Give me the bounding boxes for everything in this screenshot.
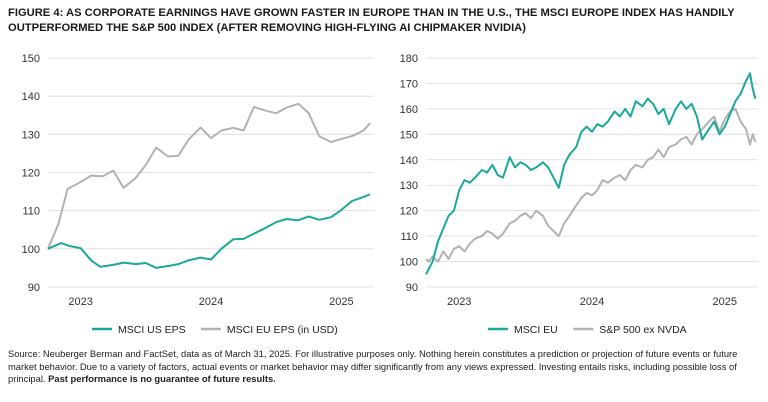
eps-chart: 90 100 110 120 130 140 150 2023 2024 2025 MSCI US … [22,53,374,336]
x-tick-label: 2024 [199,296,223,308]
x-tick-label: 2025 [329,296,353,308]
y-tick-label: 150 [400,129,418,141]
index-performance-chart: 90 100 110 120 130 140 150 160 170 180 2023 2024 202… [400,53,758,336]
y-tick-label: 100 [22,244,40,256]
x-tick-label: 2023 [68,296,92,308]
legend-label-msci-us-eps: MSCI US EPS [118,324,186,336]
y-tick-label: 130 [400,180,418,192]
y-tick-label: 90 [406,282,418,294]
source-disclaimer-bold: Past performance is no guarantee of futu… [48,373,276,384]
legend-label-s-p-500-ex-nvda: S&P 500 ex NVDA [599,324,686,336]
y-tick-label: 170 [400,78,418,90]
y-tick-label: 160 [400,104,418,116]
source-text: Source: Neuberger Berman and FactSet, da… [8,348,738,384]
y-tick-label: 110 [22,206,40,218]
series-line-msci-us-eps [47,193,371,269]
y-tick-label: 120 [22,168,40,180]
y-tick-label: 120 [400,206,418,218]
figure-title-line2: OUTPERFORMED THE S&P 500 INDEX (AFTER RE… [8,22,526,34]
y-tick-label: 140 [400,155,418,167]
source-note: Source: Neuberger Berman and FactSet, da… [8,348,763,386]
x-tick-label: 2023 [447,296,471,308]
x-tick-label: 2025 [713,296,737,308]
y-tick-label: 110 [400,231,418,243]
y-tick-label: 180 [400,53,418,65]
y-tick-label: 150 [22,53,40,65]
y-tick-label: 90 [28,282,40,294]
legend-label-msci-eu: MSCI EU [514,324,558,336]
figure-title: FIGURE 4: AS CORPORATE EARNINGS HAVE GRO… [8,6,760,36]
series-line-s-p-500-ex-nvda [425,107,757,263]
y-tick-label: 100 [400,257,418,269]
x-tick-label: 2024 [580,296,604,308]
y-tick-label: 140 [22,91,40,103]
legend-label-msci-eu-eps-in-usd: MSCI EU EPS (in USD) [227,324,338,336]
figure-title-line1: FIGURE 4: AS CORPORATE EARNINGS HAVE GRO… [8,7,735,19]
series-line-msci-eu [425,72,757,275]
series-line-msci-eu-eps-in-usd [47,102,371,250]
y-tick-label: 130 [22,129,40,141]
